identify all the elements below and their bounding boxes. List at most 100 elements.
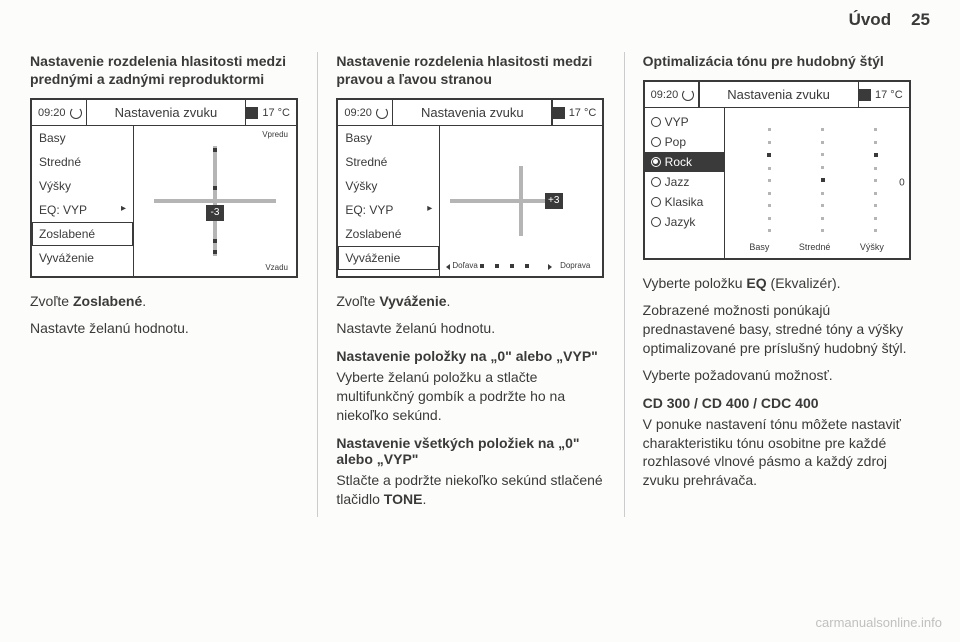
- triangle-right-icon: [548, 264, 552, 270]
- radio-icon: [651, 137, 661, 147]
- temp-icon: [859, 89, 871, 101]
- tick-dot: [495, 264, 499, 268]
- col2-p4: Stlačte a podržte niekoľko sekúnd stlače…: [336, 471, 605, 509]
- ss-balance-graphic: +3 Doľava Doprava: [440, 126, 602, 276]
- ss-temp: 17 °C: [246, 107, 296, 119]
- menu-item: EQ: VYP▸: [338, 198, 439, 222]
- ss-header: 09:20 Nastavenia zvuku 17 °C: [645, 82, 909, 108]
- col3-p1: Vyberte položku EQ (Ekvalizér).: [643, 274, 912, 293]
- col1-p2: Nastavte želanú hodnotu.: [30, 319, 299, 338]
- ss-body: Basy Stredné Výšky EQ: VYP▸ Zoslabené Vy…: [338, 126, 602, 276]
- ss-time: 09:20: [32, 107, 70, 119]
- ss-title: Nastavenia zvuku: [700, 87, 858, 102]
- eq-option: Jazyk: [645, 212, 724, 232]
- triangle-left-icon: [446, 264, 450, 270]
- ss-header: 09:20 Nastavenia zvuku 17 °C: [338, 100, 602, 126]
- menu-item: Basy: [32, 126, 133, 150]
- radio-icon: [651, 217, 661, 227]
- section-title: Úvod: [849, 10, 892, 30]
- col1-heading: Nastavenie rozdelenia hlasitosti medzi p…: [30, 52, 299, 88]
- eq-option: Pop: [645, 132, 724, 152]
- radio-icon: [651, 177, 661, 187]
- menu-item: Stredné: [338, 150, 439, 174]
- tick-dot: [213, 148, 217, 152]
- eq-label: Stredné: [799, 242, 831, 252]
- col3-heading: Optimalizácia tónu pre hudobný štýl: [643, 52, 912, 70]
- ss-header: 09:20 Nastavenia zvuku 17 °C: [32, 100, 296, 126]
- page-number: 25: [911, 10, 930, 30]
- col2-heading: Nastavenie rozdelenia hlasitosti medzi p…: [336, 52, 605, 88]
- ss-title: Nastavenia zvuku: [87, 105, 245, 120]
- tick-dot: [510, 264, 514, 268]
- value-marker: -3: [206, 205, 224, 221]
- screenshot-fader: 09:20 Nastavenia zvuku 17 °C Basy Stredn…: [30, 98, 298, 278]
- ss-temp: 17 °C: [859, 89, 909, 101]
- eq-option: Jazz: [645, 172, 724, 192]
- menu-item: Výšky: [32, 174, 133, 198]
- col1-p1: Zvoľte Zoslabené.: [30, 292, 299, 311]
- col2-sub1: Nastavenie položky na „0" alebo „VYP": [336, 348, 605, 364]
- menu-item: Vyváženie: [32, 246, 133, 270]
- col3-p4: V ponuke nastavení tónu môžete nastaviť …: [643, 415, 912, 491]
- horizontal-axis: [450, 199, 547, 203]
- temp-icon: [553, 107, 565, 119]
- temp-icon: [246, 107, 258, 119]
- menu-item: EQ: VYP▸: [32, 198, 133, 222]
- eq-option: Klasika: [645, 192, 724, 212]
- eq-dots: [743, 128, 903, 232]
- radio-icon: [651, 117, 661, 127]
- label-right: Doprava: [560, 261, 590, 270]
- eq-option-selected: Rock: [645, 152, 724, 172]
- screenshot-balance: 09:20 Nastavenia zvuku 17 °C Basy Stredn…: [336, 98, 604, 278]
- ss-temp: 17 °C: [553, 107, 603, 119]
- eq-col-labels: Basy Stredné Výšky: [735, 242, 899, 252]
- col3-p3: Vyberte požadovanú možnosť.: [643, 366, 912, 385]
- chevron-right-icon: ▸: [121, 203, 126, 214]
- ss-body: VYP Pop Rock Jazz Klasika Jazyk: [645, 108, 909, 258]
- content-columns: Nastavenie rozdelenia hlasitosti medzi p…: [0, 36, 960, 517]
- zero-label: 0: [899, 178, 905, 189]
- column-1: Nastavenie rozdelenia hlasitosti medzi p…: [30, 52, 318, 517]
- label-front: Vpredu: [262, 130, 288, 139]
- eq-label: Basy: [749, 242, 769, 252]
- column-3: Optimalizácia tónu pre hudobný štýl 09:2…: [625, 52, 930, 517]
- radio-icon: [651, 197, 661, 207]
- eq-label: Výšky: [860, 242, 884, 252]
- tick-dot: [213, 186, 217, 190]
- menu-item-selected: Zoslabené: [32, 222, 133, 246]
- ss-fader-graphic: Vpredu Vzadu -3: [134, 126, 296, 276]
- value-marker: +3: [545, 193, 563, 209]
- ss-menu-list: Basy Stredné Výšky EQ: VYP▸ Zoslabené Vy…: [338, 126, 440, 276]
- tick-dot: [213, 250, 217, 254]
- col2-p2: Nastavte želanú hodnotu.: [336, 319, 605, 338]
- eq-treble-col: [874, 128, 878, 232]
- ss-eq-list: VYP Pop Rock Jazz Klasika Jazyk: [645, 108, 725, 258]
- tick-dot: [213, 239, 217, 243]
- horizontal-axis: [154, 199, 276, 203]
- watermark: carmanualsonline.info: [816, 615, 942, 630]
- ss-time: 09:20: [645, 89, 683, 101]
- eq-option: VYP: [645, 112, 724, 132]
- col2-sub2: Nastavenie všetkých položiek na „0" aleb…: [336, 435, 605, 467]
- col3-sub1: CD 300 / CD 400 / CDC 400: [643, 395, 912, 411]
- screenshot-eq: 09:20 Nastavenia zvuku 17 °C VYP Pop Roc…: [643, 80, 911, 260]
- antenna-icon: [682, 89, 694, 101]
- chevron-right-icon: ▸: [427, 203, 432, 214]
- col2-p1: Zvoľte Vyváženie.: [336, 292, 605, 311]
- menu-item-selected: Vyváženie: [338, 246, 439, 270]
- menu-item: Výšky: [338, 174, 439, 198]
- label-rear: Vzadu: [265, 263, 288, 272]
- ss-body: Basy Stredné Výšky EQ: VYP▸ Zoslabené Vy…: [32, 126, 296, 276]
- label-left: Doľava: [452, 261, 477, 270]
- menu-item: Stredné: [32, 150, 133, 174]
- tick-dot: [525, 264, 529, 268]
- page-header: Úvod 25: [0, 0, 960, 36]
- column-2: Nastavenie rozdelenia hlasitosti medzi p…: [318, 52, 624, 517]
- eq-bass-col: [767, 128, 771, 232]
- radio-selected-icon: [651, 157, 661, 167]
- tick-dot: [480, 264, 484, 268]
- ss-eq-graphic: 0 Basy Stredné Výšky: [725, 108, 909, 258]
- eq-mid-col: [821, 128, 825, 232]
- ss-title: Nastavenia zvuku: [393, 105, 551, 120]
- col3-p2: Zobrazené možnosti ponúkajú prednastaven…: [643, 301, 912, 358]
